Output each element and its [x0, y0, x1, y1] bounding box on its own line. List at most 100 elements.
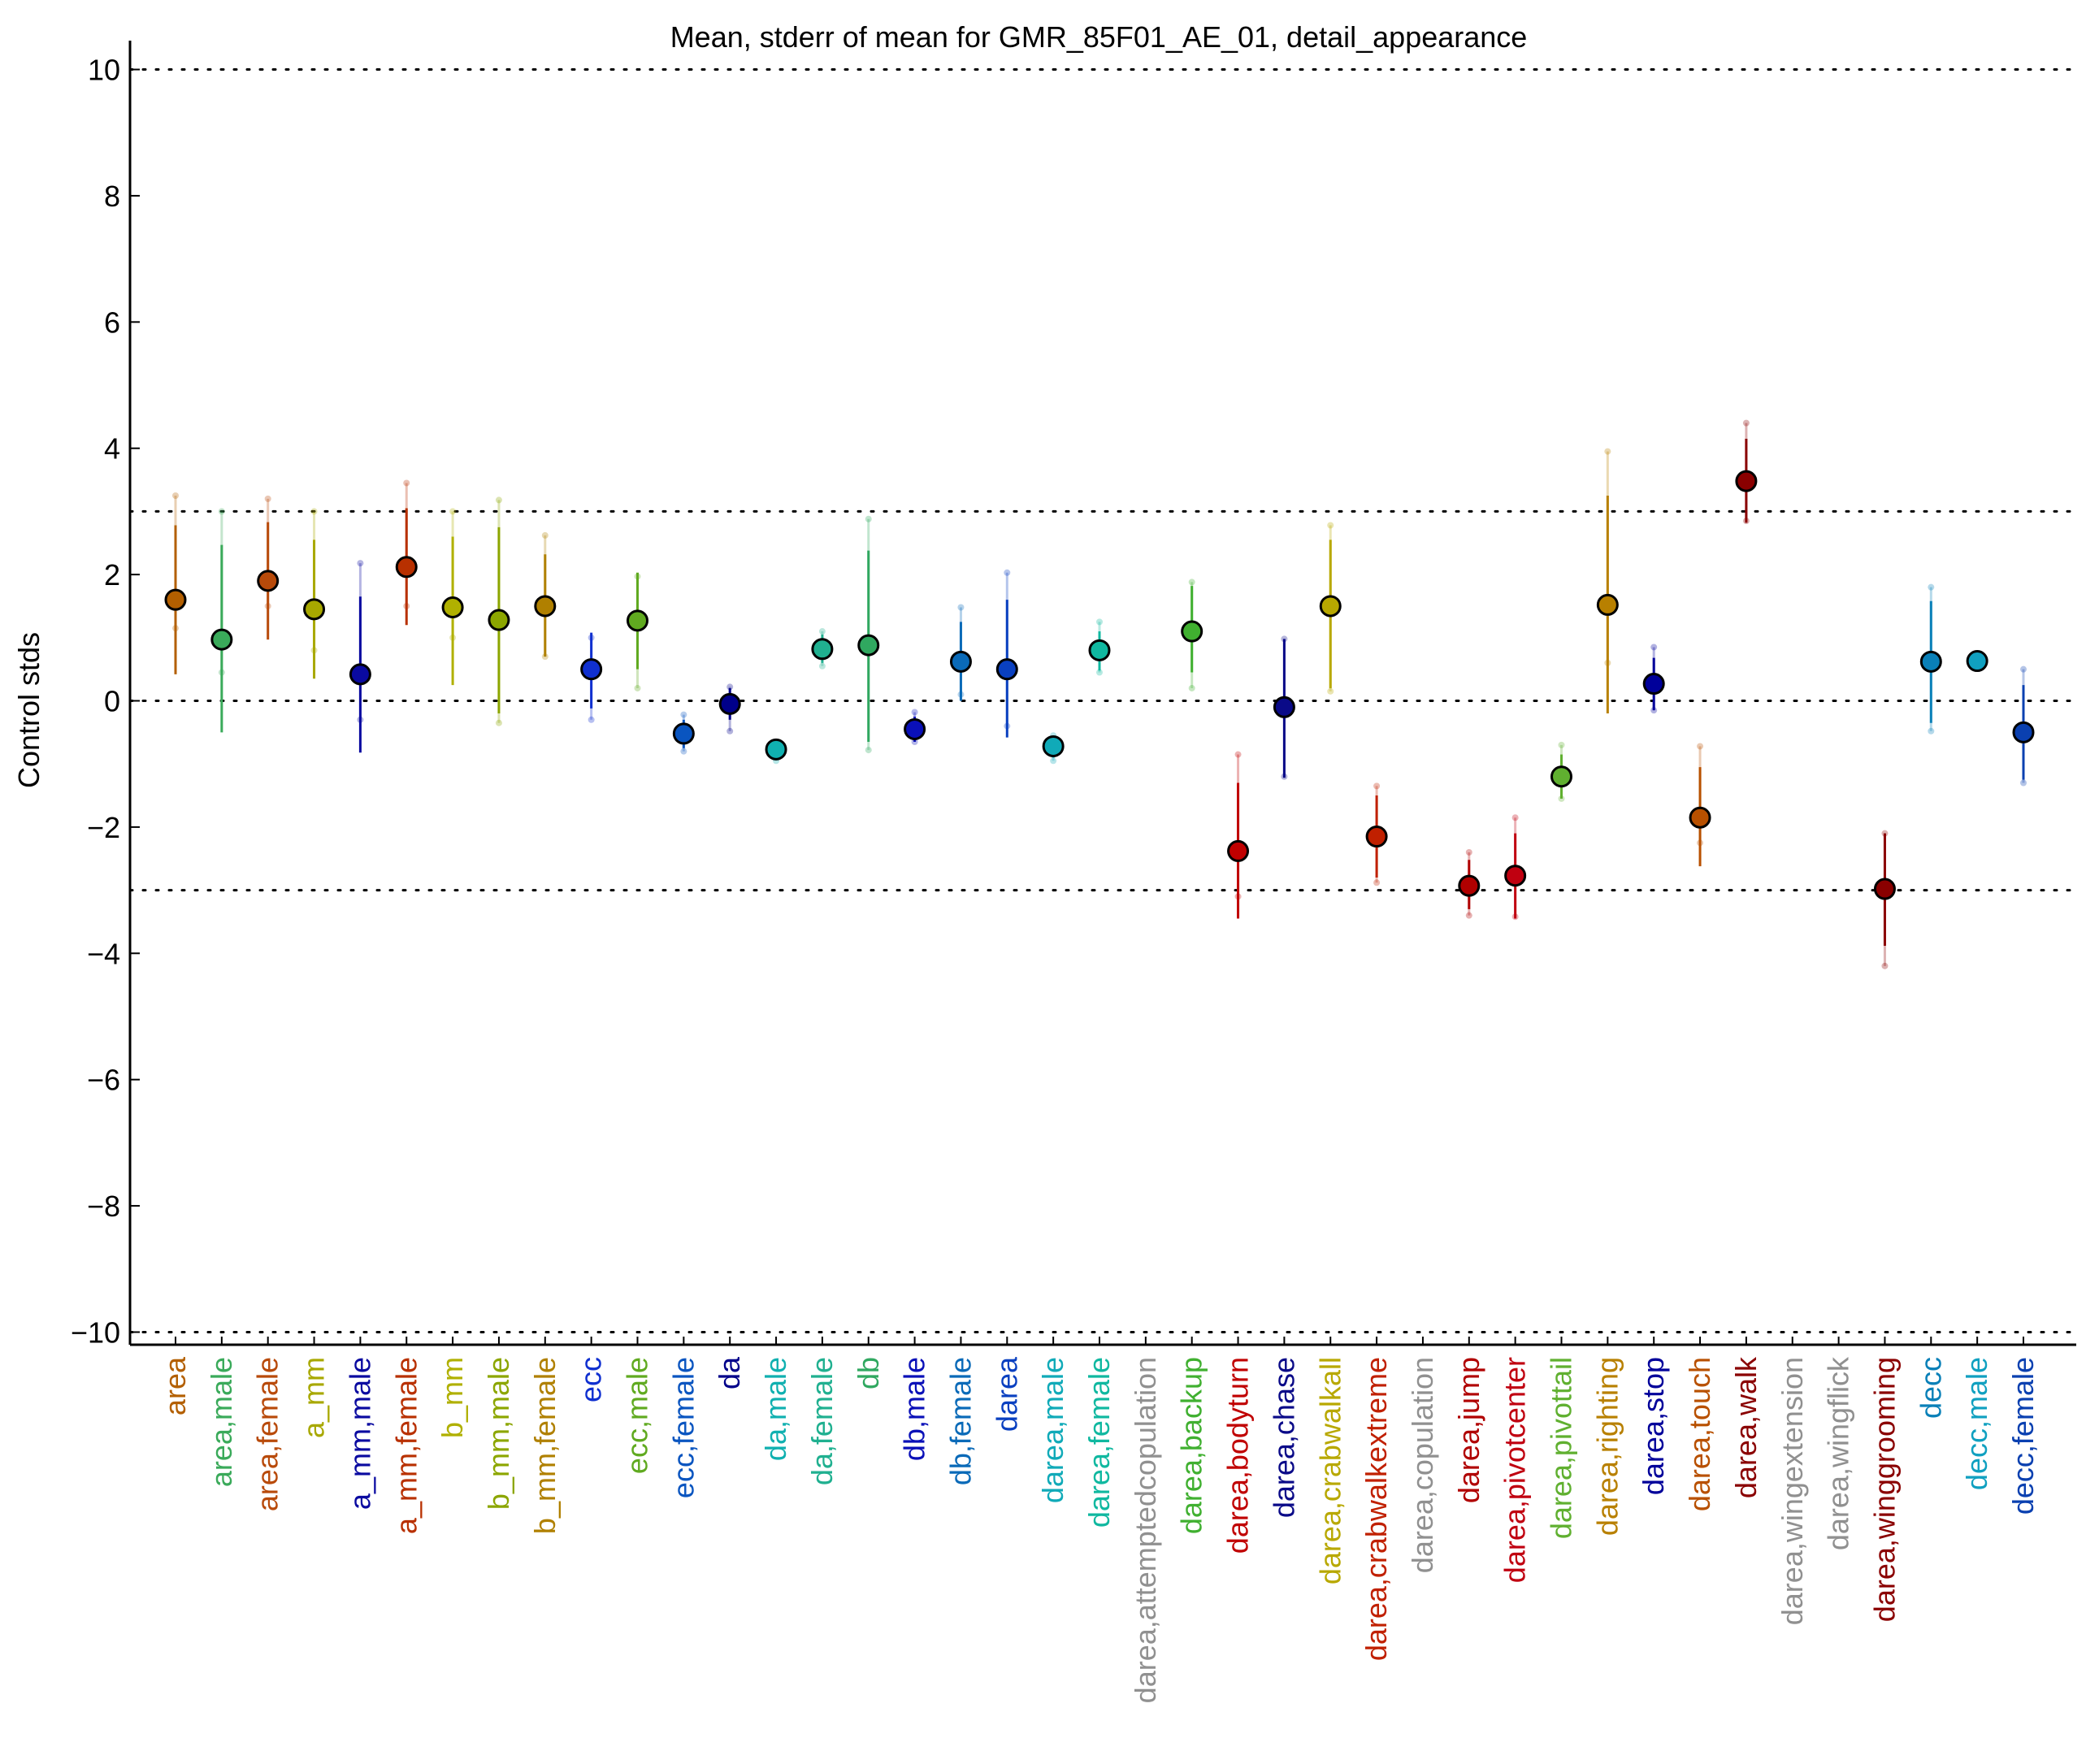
mean-point — [672, 722, 695, 745]
x-tick-label: darea,wingflick — [1822, 1356, 1855, 1550]
range-end-point — [634, 684, 641, 691]
y-axis-label: Control stds — [12, 632, 46, 788]
data-point-group — [672, 711, 695, 755]
x-tick-label: b_mm,female — [528, 1357, 562, 1534]
x-tick-label: ecc,male — [621, 1357, 654, 1474]
x-tick-label: db,female — [943, 1357, 977, 1485]
data-point-group — [1458, 848, 1481, 919]
data-point-group — [811, 628, 834, 670]
range-end-point — [1096, 669, 1103, 676]
mean-point — [1596, 593, 1619, 616]
data-point-group — [534, 531, 557, 661]
x-tick-label: darea,copulation — [1406, 1357, 1439, 1573]
range-end-point — [264, 495, 271, 502]
mean-point — [765, 738, 787, 761]
x-tick-label: ecc — [575, 1357, 608, 1402]
range-end-point — [310, 508, 318, 515]
x-tick-label: darea,crabwalkall — [1313, 1357, 1347, 1584]
mean-point — [1458, 874, 1481, 897]
data-point-group — [765, 738, 787, 765]
data-point-group — [1966, 650, 1988, 673]
range-end-point — [495, 719, 502, 726]
data-point-group — [1550, 741, 1572, 802]
chart-title: Mean, stderr of mean for GMR_85F01_AE_01… — [670, 20, 1528, 54]
mean-point — [164, 588, 187, 611]
mean-point — [580, 658, 603, 681]
mean-point — [904, 717, 926, 740]
x-tick-label: b_mm,male — [482, 1357, 515, 1510]
range-end-point — [865, 747, 872, 754]
mean-point — [1365, 826, 1388, 848]
y-axis-ticks: 10 8 6 4 2 0 −2 −4 −6 −8 −10 — [71, 54, 140, 1349]
x-tick-label: a_mm,male — [343, 1357, 376, 1510]
data-point-group — [949, 604, 972, 701]
x-tick-label: darea,bodyturn — [1221, 1357, 1255, 1554]
range-end-point — [403, 479, 410, 487]
mean-point — [1273, 696, 1295, 718]
range-end-point — [2020, 665, 2027, 673]
range-end-point — [1050, 757, 1057, 765]
data-point-group — [210, 508, 233, 733]
x-tick-label: ecc,female — [666, 1357, 700, 1498]
mean-point — [1088, 639, 1111, 661]
data-point-group — [303, 508, 326, 679]
range-end-point — [818, 628, 826, 635]
data-point-group — [1735, 419, 1758, 525]
x-tick-label: a_mm — [297, 1357, 331, 1438]
range-end-point — [449, 508, 457, 515]
x-tick-label: darea,female — [1082, 1357, 1116, 1528]
reference-lines — [128, 68, 2078, 1333]
mean-point — [1873, 878, 1896, 900]
mean-point — [1642, 673, 1665, 696]
mean-point — [1227, 839, 1250, 862]
mean-point — [395, 556, 418, 579]
data-point-group — [1596, 448, 1619, 714]
data-point-group — [1919, 583, 1942, 735]
x-tick-label: a_mm,female — [389, 1357, 423, 1534]
data-point-group — [1365, 782, 1388, 886]
x-tick-label: da,male — [759, 1357, 792, 1461]
y-tick-label: 2 — [104, 558, 120, 592]
range-end-point — [1650, 644, 1658, 651]
mean-point — [257, 570, 280, 592]
x-tick-label: darea — [990, 1356, 1023, 1432]
data-point-group — [1227, 751, 1250, 919]
x-axis-ticks: area area,male area,female a_mm a_mm,male a_m… — [158, 1337, 2040, 1703]
data-point-group — [1642, 644, 1665, 714]
y-tick-label: −6 — [87, 1064, 120, 1097]
x-tick-label: da,female — [805, 1357, 839, 1485]
range-end-point — [1373, 782, 1381, 790]
mean-point — [2012, 721, 2035, 743]
range-end-point — [1188, 579, 1195, 586]
x-tick-label: darea,male — [1036, 1357, 1069, 1503]
y-tick-label: 4 — [104, 432, 120, 466]
x-tick-label: darea,crabwalkextreme — [1360, 1357, 1393, 1661]
range-end-point — [680, 711, 687, 718]
range-end-point — [1327, 687, 1334, 695]
mean-point — [1042, 735, 1065, 757]
range-end-point — [1881, 962, 1889, 969]
range-end-point — [1928, 583, 1935, 591]
range-end-point — [1465, 912, 1472, 919]
x-tick-label: darea,wingextension — [1776, 1357, 1809, 1625]
mean-point — [441, 596, 464, 619]
mean-point — [1919, 650, 1942, 673]
mean-point — [718, 692, 741, 715]
range-end-point — [680, 748, 687, 755]
data-point-group — [2012, 665, 2035, 787]
range-end-point — [495, 496, 502, 504]
range-end-point — [1511, 814, 1519, 821]
y-tick-label: −8 — [87, 1190, 120, 1223]
mean-point — [1319, 595, 1342, 618]
range-end-point — [911, 709, 918, 716]
x-tick-label: darea,touch — [1683, 1357, 1716, 1511]
x-tick-label: darea,pivotcenter — [1498, 1357, 1532, 1583]
data-point-group — [164, 492, 187, 674]
range-end-point — [1327, 522, 1334, 529]
mean-point — [210, 628, 233, 651]
mean-point — [303, 598, 326, 621]
mean-point — [1689, 806, 1711, 829]
x-tick-label: area,male — [205, 1357, 238, 1487]
y-tick-label: 8 — [104, 180, 120, 213]
